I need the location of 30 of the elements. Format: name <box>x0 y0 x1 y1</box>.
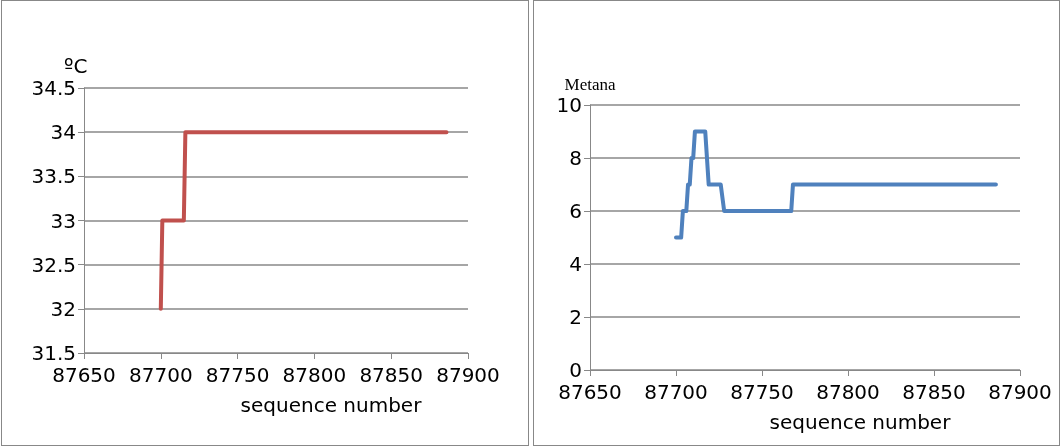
x-tick-label: 87650 <box>558 380 622 404</box>
x-tick-label: 87800 <box>282 363 347 387</box>
x-tick-label: 87750 <box>730 380 794 404</box>
y-tick-label: 10 <box>556 93 582 117</box>
x-tick-label: 87700 <box>644 380 708 404</box>
line-series <box>674 129 998 240</box>
y-axis-title: Metana <box>564 75 616 94</box>
x-tick-label: 87850 <box>359 363 424 387</box>
x-tick-label: 87900 <box>988 380 1052 404</box>
x-tick-label: 87650 <box>52 363 116 387</box>
x-axis-title: sequence number <box>769 410 952 434</box>
x-tick-label: 87800 <box>816 380 880 404</box>
x-axis-title: sequence number <box>240 393 423 417</box>
y-tick-label: 32.5 <box>31 252 76 277</box>
y-tick-label: 31.5 <box>31 341 76 365</box>
y-tick-label: 32 <box>50 296 76 321</box>
y-tick-label: 34.5 <box>31 76 76 100</box>
x-tick-label: 87900 <box>436 363 500 387</box>
y-tick-label: 0 <box>569 358 582 382</box>
y-axis-title: ºC <box>64 54 88 78</box>
y-tick-label: 33 <box>50 208 76 233</box>
y-tick-label: 33.5 <box>31 164 76 189</box>
x-tick-label: 87850 <box>902 380 966 404</box>
y-tick-label: 2 <box>569 305 582 329</box>
y-tick-label: 6 <box>569 199 582 223</box>
x-tick-label: 87700 <box>128 363 193 387</box>
x-tick-label: 87750 <box>205 363 270 387</box>
y-tick-label: 4 <box>569 252 582 276</box>
y-tick-label: 34 <box>50 120 76 145</box>
y-tick-label: 8 <box>569 146 582 170</box>
